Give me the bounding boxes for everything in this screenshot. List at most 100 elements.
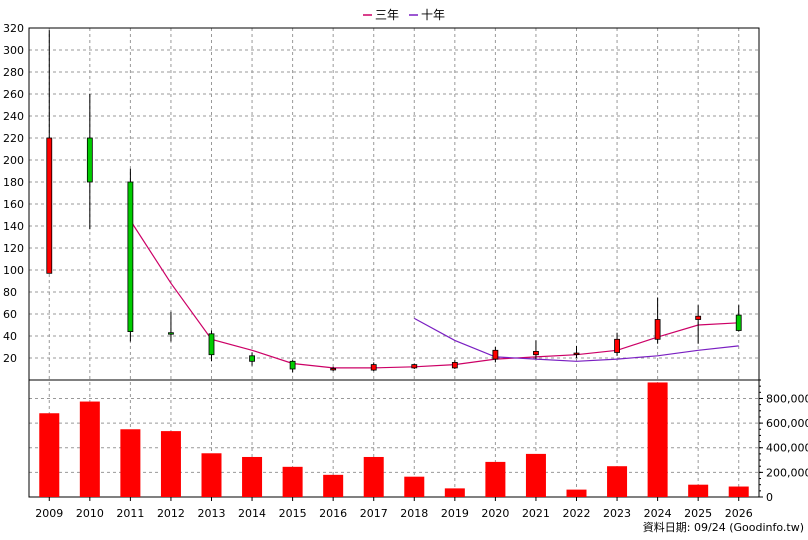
x-tick-label: 2023 [603, 507, 631, 520]
volume-tick-label: 400,000 [766, 442, 808, 455]
price-tick-label: 300 [3, 44, 24, 57]
candle-body [573, 352, 580, 355]
candle-body [614, 338, 620, 353]
candle-2023 [614, 332, 620, 356]
price-tick-label: 220 [3, 132, 24, 145]
candle-body [492, 349, 499, 360]
candle-body [208, 333, 215, 356]
legend-label-10y: 十年 [421, 8, 445, 22]
candle-2009 [46, 30, 53, 274]
x-tick-label: 2019 [441, 507, 469, 520]
candle-2021 [533, 340, 539, 360]
volume-bar-2025 [688, 484, 709, 497]
price-tick-label: 80 [3, 286, 17, 299]
candle-2010 [86, 94, 93, 230]
price-tick-label: 200 [3, 154, 24, 167]
volume-bar-2023 [607, 466, 628, 497]
candle-2025 [695, 305, 702, 344]
candle-2012 [168, 311, 174, 342]
legend: 三年 十年 [363, 8, 445, 22]
x-tick-label: 2024 [644, 507, 672, 520]
candle-body [46, 137, 53, 274]
candle-body [411, 364, 418, 369]
candle-2011 [127, 168, 134, 342]
price-tick-label: 120 [3, 242, 24, 255]
candle-body [451, 361, 458, 369]
x-tick-label: 2016 [319, 507, 347, 520]
x-tick-label: 2013 [198, 507, 226, 520]
candle-body [249, 355, 255, 362]
x-tick-label: 2018 [400, 507, 428, 520]
x-tick-label: 2017 [360, 507, 388, 520]
price-tick-label: 260 [3, 88, 24, 101]
price-tick-label: 60 [3, 308, 17, 321]
price-tick-label: 100 [3, 264, 24, 277]
candle-2017 [370, 362, 377, 372]
candle-body [330, 368, 337, 371]
volume-bar-2017 [363, 456, 384, 497]
x-tick-label: 2011 [116, 507, 144, 520]
volume-bar-2020 [485, 461, 506, 497]
x-tick-label: 2025 [684, 507, 712, 520]
candle-body [127, 181, 134, 333]
price-tick-label: 20 [3, 352, 17, 365]
volume-bar-2016 [323, 474, 344, 497]
x-tick-label: 2022 [563, 507, 591, 520]
x-tick-label: 2012 [157, 507, 185, 520]
x-tick-label: 2009 [35, 507, 63, 520]
candle-2015 [289, 360, 296, 373]
candle-body [86, 137, 93, 183]
x-tick-label: 2015 [279, 507, 307, 520]
candle-body [735, 314, 742, 331]
volume-bar-2009 [39, 413, 60, 497]
volume-bar-2015 [282, 466, 303, 497]
x-tick-label: 2020 [481, 507, 509, 520]
volume-bar-2014 [242, 456, 263, 497]
price-panel: 20 40 60 80 100 120 140 160 180 200 220 240 260 280 30… [3, 22, 760, 497]
price-tick-label: 320 [3, 22, 24, 35]
candle-body [370, 364, 377, 371]
volume-panel: 0 200,000 400,000 600,000 800,000 [28, 379, 808, 504]
price-y-axis: 20 40 60 80 100 120 140 160 180 200 220 240 260 280 30… [3, 22, 24, 365]
x-tick-label: 2026 [725, 507, 753, 520]
volume-tick-label: 800,000 [766, 392, 808, 405]
price-tick-label: 180 [3, 176, 24, 189]
x-tick-label: 2021 [522, 507, 550, 520]
x-axis: 2009 2010 2011 2012 2013 2014 2015 2016 2017 2018… [35, 497, 753, 520]
volume-bar-2026 [728, 486, 749, 497]
volume-tick-label: 0 [766, 491, 773, 504]
candle-body [533, 350, 539, 356]
price-tick-label: 40 [3, 330, 17, 343]
candle-2022 [573, 345, 580, 358]
ma-10y-line [414, 317, 739, 362]
price-tick-label: 160 [3, 198, 24, 211]
x-tick-label: 2014 [238, 507, 266, 520]
volume-bar-2012 [160, 431, 181, 497]
candle-2019 [451, 360, 458, 369]
volume-plot-frame [28, 379, 760, 498]
volume-tick-label: 200,000 [766, 466, 808, 479]
moving-average-lines [129, 220, 739, 369]
volume-tick-label: 600,000 [766, 417, 808, 430]
candle-2016 [330, 366, 337, 372]
candle-2013 [208, 330, 215, 362]
candle-body [654, 319, 661, 340]
volume-bar-2018 [404, 476, 425, 497]
candle-2026 [735, 305, 742, 332]
ma-3y-line [129, 220, 739, 369]
candle-2018 [411, 363, 418, 369]
candle-body [289, 360, 296, 370]
volume-bar-2022 [566, 489, 587, 497]
volume-y-axis: 0 200,000 400,000 600,000 800,000 [759, 379, 808, 504]
volume-bar-2019 [444, 488, 465, 497]
price-tick-label: 240 [3, 110, 24, 123]
volume-bar-2011 [120, 429, 141, 497]
candle-body [695, 315, 702, 320]
price-tick-label: 140 [3, 220, 24, 233]
volume-bar-2021 [525, 453, 546, 497]
price-tick-label: 280 [3, 66, 24, 79]
volume-grid [28, 379, 760, 498]
candle-body [168, 332, 174, 335]
volume-bar-2010 [79, 401, 100, 497]
